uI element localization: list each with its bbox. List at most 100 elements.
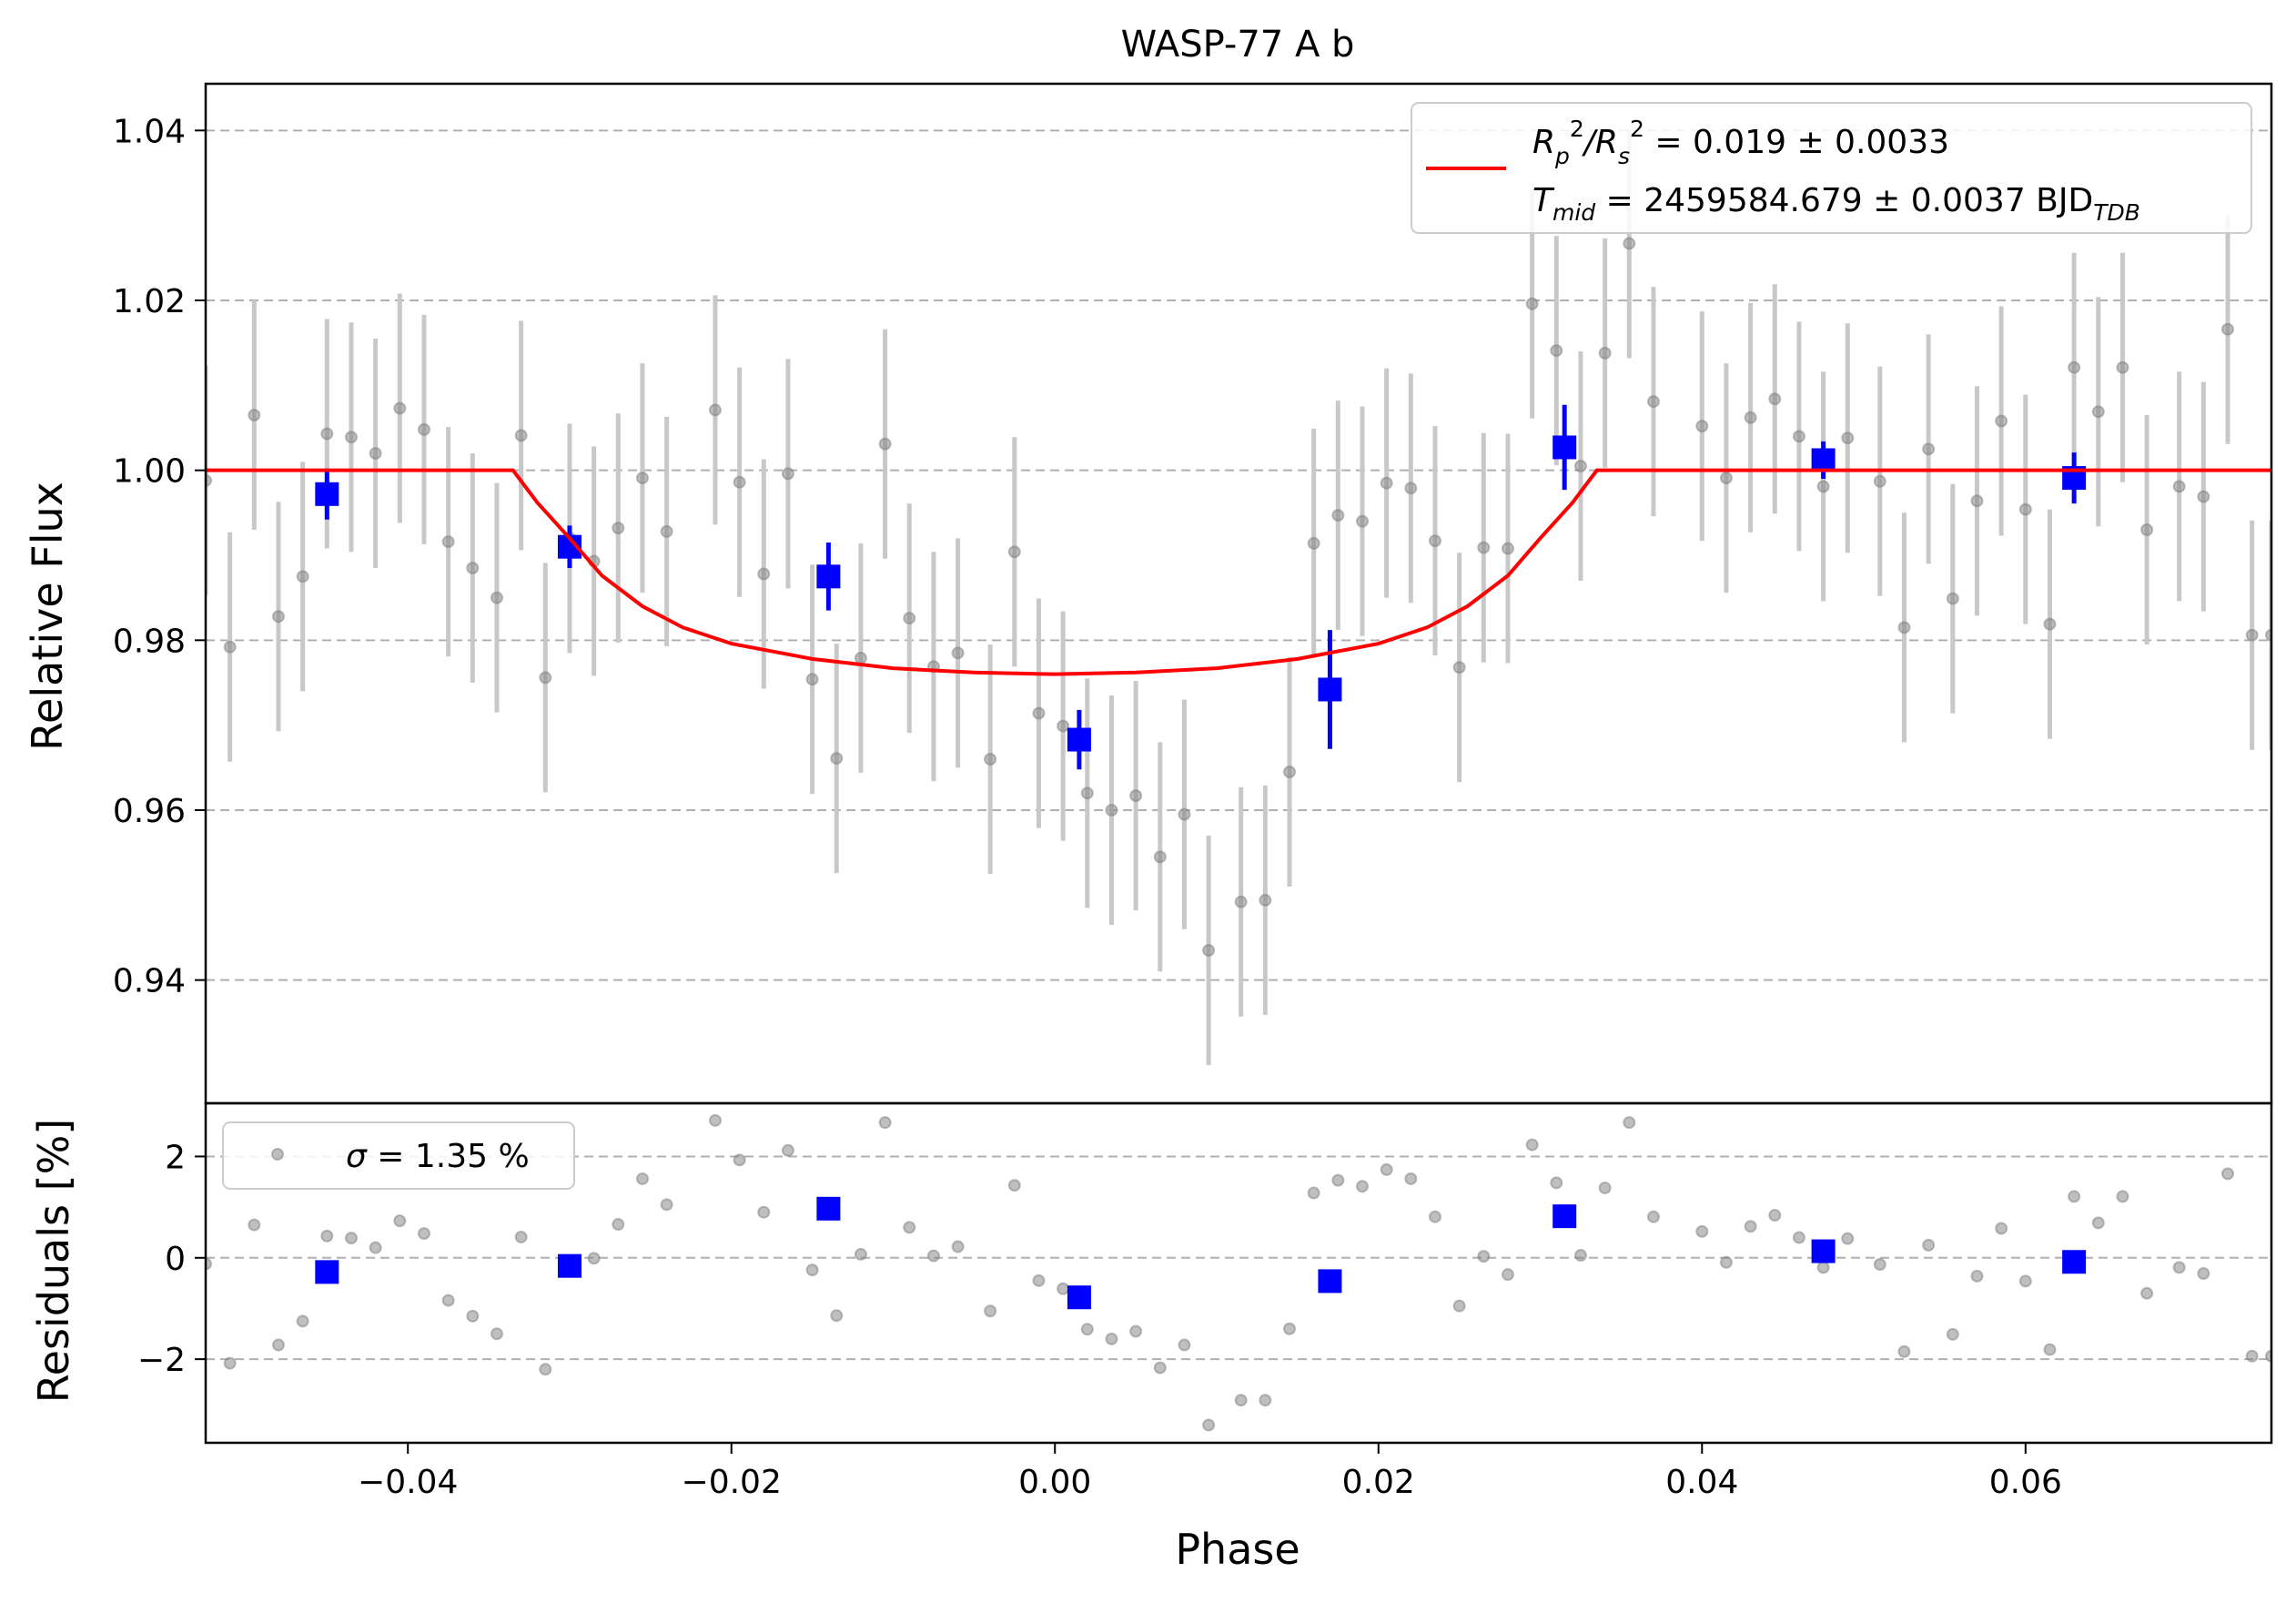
residual-xtick-label: −0.04 [358, 1464, 458, 1501]
flux-ytick-label: 0.98 [113, 623, 186, 660]
residual-binned-point [1811, 1239, 1836, 1263]
flux-raw-point [1970, 494, 1984, 508]
flux-binned-point [1811, 448, 1836, 472]
flux-raw-point [2116, 360, 2129, 374]
residual-raw-point [1153, 1361, 1167, 1375]
residual-raw-point [612, 1218, 625, 1232]
flux-raw-point [2245, 628, 2259, 642]
residuals-legend-label: σ = 1.35 % [346, 1138, 530, 1175]
flux-raw-point [1501, 542, 1514, 555]
residual-xtick-label: −0.02 [682, 1464, 782, 1501]
residual-raw-point [2265, 1349, 2271, 1363]
flux-raw-point [951, 646, 965, 660]
flux-raw-point [1452, 661, 1466, 675]
tmid-sub: mid [1553, 199, 1595, 226]
flux-raw-point [781, 467, 794, 481]
chart-title: WASP-77 A b [1121, 24, 1355, 66]
residual-plot-area [206, 1113, 2271, 1432]
residual-raw-point [1623, 1116, 1636, 1130]
flux-raw-point [1550, 344, 1563, 358]
residual-raw-point [1816, 1261, 1830, 1274]
residual-raw-point [854, 1247, 867, 1261]
residual-raw-point [878, 1116, 892, 1130]
flux-binned-series [315, 404, 2087, 770]
residual-raw-point [320, 1229, 334, 1243]
residual-raw-point [1032, 1273, 1046, 1287]
flux-raw-point [2091, 405, 2105, 419]
residual-xtick-label: 0.02 [1342, 1464, 1415, 1501]
residual-raw-point [2245, 1349, 2259, 1363]
flux-raw-point [903, 612, 916, 625]
flux-raw-point [878, 437, 892, 451]
flux-raw-point [708, 403, 722, 417]
flux-raw-point [206, 473, 212, 487]
residual-raw-point [2018, 1274, 2032, 1288]
residual-raw-point [2140, 1286, 2154, 1300]
residual-binned-point [2062, 1250, 2087, 1274]
flux-raw-point [1995, 414, 2008, 428]
flux-raw-point [1032, 706, 1046, 720]
residual-raw-point [1452, 1299, 1466, 1313]
residual-raw-point [1792, 1231, 1805, 1244]
flux-raw-point [1307, 536, 1320, 550]
residual-raw-point [903, 1221, 916, 1234]
residual-raw-point [805, 1263, 819, 1277]
sigma-value: = 1.35 % [367, 1138, 530, 1175]
residual-raw-point [830, 1309, 844, 1323]
residual-raw-point [393, 1214, 407, 1228]
flux-raw-point [1768, 392, 1782, 406]
flux-raw-point [296, 570, 309, 583]
flux-raw-point [1573, 460, 1587, 472]
residual-raw-point [1477, 1250, 1491, 1263]
residual-raw-point [539, 1363, 552, 1376]
flux-raw-point [1719, 472, 1733, 485]
residual-raw-series [206, 1113, 2271, 1432]
residual-raw-point [984, 1304, 997, 1318]
residual-raw-point [296, 1314, 309, 1328]
residual-raw-point [1080, 1323, 1094, 1336]
flux-raw-point [271, 610, 285, 624]
flux-raw-point [2140, 523, 2154, 536]
flux-binned-point [816, 564, 841, 589]
residual-raw-point [514, 1230, 528, 1243]
residual-ytick-label: −2 [137, 1342, 186, 1379]
residuals-legend: σ = 1.35 % [222, 1121, 575, 1190]
residual-raw-point [1946, 1327, 1959, 1341]
residuals-legend-marker [271, 1148, 284, 1161]
residual-raw-point [490, 1327, 503, 1341]
residual-raw-point [1404, 1172, 1418, 1185]
flux-raw-point [1477, 541, 1491, 554]
residual-raw-point [1355, 1180, 1369, 1193]
residual-raw-point [2116, 1190, 2129, 1203]
residual-raw-point [660, 1198, 673, 1212]
tmid-symbol: T [1532, 182, 1555, 219]
x-axis-label: Phase [1175, 1525, 1300, 1574]
residual-raw-point [1129, 1324, 1143, 1338]
residual-raw-point [2221, 1167, 2235, 1181]
flux-raw-series [206, 128, 2271, 1065]
flux-raw-point [635, 472, 649, 485]
residual-raw-point [1501, 1268, 1514, 1282]
flux-raw-point [223, 640, 237, 654]
residual-xtick-label: 0.06 [1989, 1464, 2062, 1501]
flux-raw-point [1598, 346, 1612, 360]
tmid-unit-sub: TDB [2093, 199, 2140, 226]
flux-raw-point [490, 591, 503, 604]
residual-raw-point [1307, 1186, 1320, 1200]
flux-raw-point [514, 429, 528, 442]
residual-binned-point [1318, 1269, 1342, 1294]
flux-ytick-label: 1.00 [113, 453, 186, 491]
residual-raw-point [2043, 1343, 2057, 1356]
flux-raw-point [2265, 628, 2271, 642]
residual-raw-point [206, 1257, 212, 1271]
flux-raw-point [2221, 322, 2235, 336]
residual-axes-frame [204, 1101, 2273, 1445]
residual-binned-point [1553, 1204, 1577, 1229]
residual-raw-point [1695, 1224, 1709, 1238]
depth-sub-s: s [1618, 143, 1630, 169]
flux-ytick-label: 0.96 [113, 793, 186, 830]
residual-raw-point [1259, 1394, 1272, 1407]
flux-raw-point [733, 475, 746, 489]
residual-raw-point [1550, 1176, 1563, 1190]
